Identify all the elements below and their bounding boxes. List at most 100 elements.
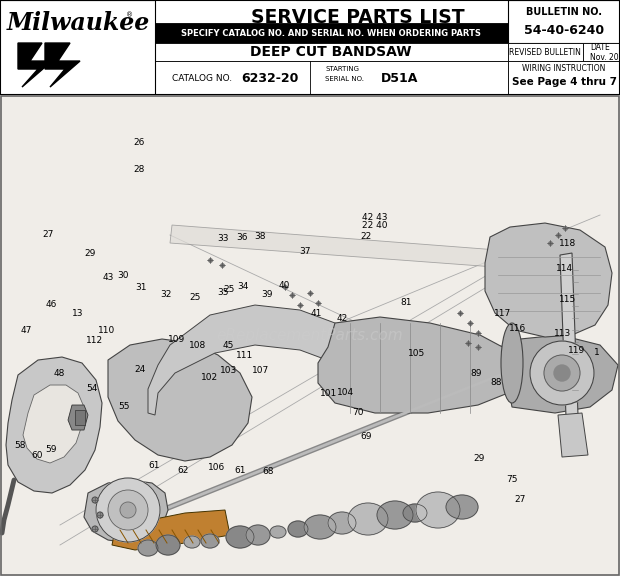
Text: 58: 58	[14, 441, 25, 450]
Text: 112: 112	[86, 336, 103, 345]
Text: 39: 39	[261, 290, 272, 299]
Ellipse shape	[377, 501, 413, 529]
Polygon shape	[318, 317, 512, 413]
Text: 22 40: 22 40	[361, 221, 388, 230]
Ellipse shape	[184, 536, 200, 548]
Polygon shape	[18, 43, 52, 87]
Text: 55: 55	[118, 402, 130, 411]
Text: 60: 60	[32, 451, 43, 460]
Text: 40: 40	[278, 281, 290, 290]
Text: 106: 106	[208, 463, 226, 472]
Text: 47: 47	[20, 326, 32, 335]
Text: 42 43: 42 43	[361, 213, 388, 222]
Polygon shape	[23, 385, 84, 463]
Ellipse shape	[501, 323, 523, 403]
Text: 111: 111	[236, 351, 254, 360]
Circle shape	[92, 497, 98, 503]
Text: ®: ®	[126, 12, 133, 18]
Text: 25: 25	[190, 293, 201, 302]
Ellipse shape	[288, 521, 308, 537]
Text: 116: 116	[509, 324, 526, 333]
Circle shape	[544, 355, 580, 391]
Text: BULLETIN NO.: BULLETIN NO.	[526, 7, 602, 17]
Text: 6232-20: 6232-20	[241, 71, 299, 85]
Bar	[508, 61, 620, 95]
Ellipse shape	[138, 540, 158, 556]
Text: 68: 68	[262, 467, 273, 476]
Circle shape	[108, 490, 148, 530]
Text: 104: 104	[337, 388, 355, 397]
Circle shape	[96, 478, 160, 542]
Text: eReplacementParts.com: eReplacementParts.com	[216, 328, 404, 343]
Text: 30: 30	[117, 271, 128, 280]
Circle shape	[92, 526, 98, 532]
Text: SPECIFY CATALOG NO. AND SERIAL NO. WHEN ORDERING PARTS: SPECIFY CATALOG NO. AND SERIAL NO. WHEN …	[181, 29, 481, 37]
Text: 62: 62	[177, 465, 188, 475]
Text: 35: 35	[218, 288, 229, 297]
Text: 117: 117	[494, 309, 511, 319]
Text: 70: 70	[353, 408, 364, 417]
Text: 108: 108	[188, 340, 206, 350]
Text: 102: 102	[201, 373, 218, 382]
Text: 43: 43	[103, 273, 114, 282]
Text: 54-40-6240: 54-40-6240	[524, 24, 604, 36]
Text: 32: 32	[161, 290, 172, 299]
Text: 109: 109	[168, 335, 185, 344]
Polygon shape	[148, 305, 355, 415]
Text: 25: 25	[224, 285, 235, 294]
Text: 26: 26	[134, 138, 145, 147]
Text: 24: 24	[134, 365, 145, 374]
Ellipse shape	[226, 526, 254, 548]
Text: 105: 105	[408, 349, 425, 358]
Text: 88: 88	[490, 378, 502, 387]
Ellipse shape	[304, 515, 336, 539]
Text: 115: 115	[559, 295, 576, 304]
Text: 119: 119	[568, 346, 585, 355]
Polygon shape	[560, 253, 578, 417]
Ellipse shape	[246, 525, 270, 545]
Bar	[155, 23, 508, 43]
Text: CATALOG NO.: CATALOG NO.	[172, 74, 232, 82]
Text: 1: 1	[593, 348, 600, 357]
Bar	[75, 410, 85, 425]
Text: 69: 69	[360, 432, 371, 441]
Circle shape	[120, 502, 136, 518]
Text: 54: 54	[86, 384, 97, 393]
Text: Milwaukee: Milwaukee	[6, 11, 149, 35]
Text: 113: 113	[554, 329, 572, 338]
Circle shape	[530, 341, 594, 405]
Text: SERIAL NO.: SERIAL NO.	[325, 76, 364, 82]
Text: 81: 81	[401, 298, 412, 308]
Bar	[583, 43, 620, 61]
Text: 13: 13	[72, 309, 83, 319]
Text: 29: 29	[84, 249, 95, 258]
Ellipse shape	[201, 534, 219, 548]
Text: 36: 36	[236, 233, 247, 242]
Text: 37: 37	[299, 247, 311, 256]
Ellipse shape	[446, 495, 478, 519]
Ellipse shape	[416, 492, 460, 528]
Polygon shape	[558, 413, 588, 457]
Text: DATE: DATE	[590, 43, 609, 51]
Polygon shape	[6, 357, 102, 493]
Text: 29: 29	[473, 454, 484, 463]
Text: 118: 118	[559, 238, 576, 248]
Text: 59: 59	[45, 445, 56, 454]
Bar	[155, 43, 508, 61]
Text: 75: 75	[507, 475, 518, 484]
Text: 46: 46	[45, 300, 56, 309]
Bar	[155, 61, 508, 95]
Polygon shape	[108, 339, 252, 461]
Text: 89: 89	[471, 369, 482, 378]
Text: WIRING INSTRUCTION: WIRING INSTRUCTION	[522, 63, 606, 73]
Text: 61: 61	[148, 461, 159, 470]
Text: 27: 27	[43, 230, 54, 239]
Text: 27: 27	[514, 495, 525, 503]
Text: SERVICE PARTS LIST: SERVICE PARTS LIST	[251, 7, 465, 26]
Text: 110: 110	[98, 326, 115, 335]
Text: 34: 34	[237, 282, 249, 291]
Text: 45: 45	[223, 340, 234, 350]
Ellipse shape	[270, 526, 286, 538]
Text: 107: 107	[252, 366, 269, 374]
Polygon shape	[485, 223, 612, 337]
